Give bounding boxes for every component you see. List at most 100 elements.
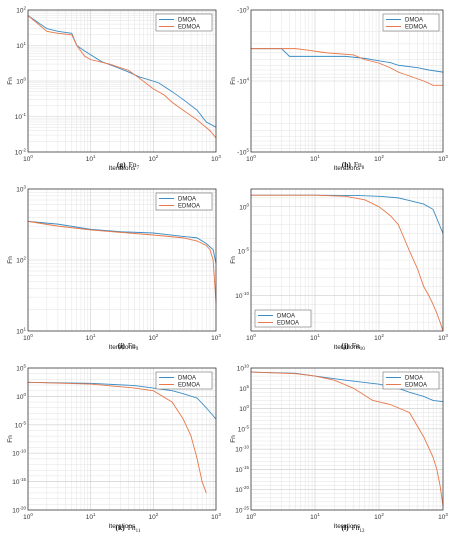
y-tick-label: -104 bbox=[237, 77, 249, 86]
panel-function-index: 7 bbox=[137, 166, 140, 171]
legend-label-dmoa: DMOA bbox=[405, 18, 423, 24]
y-axis-label: Fn bbox=[230, 435, 237, 443]
data-point-dmoa bbox=[289, 56, 290, 57]
data-point-edmoa bbox=[209, 130, 211, 131]
x-tick-label: 100 bbox=[23, 333, 33, 342]
x-tick-label: 103 bbox=[211, 333, 221, 342]
panel-function-index: 10 bbox=[360, 347, 366, 352]
panel-letter: (h) bbox=[342, 160, 352, 169]
x-tick-label: 103 bbox=[438, 512, 448, 521]
data-point-edmoa bbox=[295, 48, 297, 49]
data-point-edmoa bbox=[389, 215, 391, 216]
data-point-dmoa bbox=[423, 203, 425, 205]
data-point-edmoa bbox=[90, 59, 91, 60]
data-point-edmoa bbox=[109, 63, 110, 65]
legend-label-dmoa: DMOA bbox=[405, 376, 423, 382]
legend-label-edmoa: EDMOA bbox=[405, 25, 427, 31]
data-point-dmoa bbox=[134, 385, 135, 386]
data-point-dmoa bbox=[182, 236, 184, 237]
data-point-edmoa bbox=[423, 80, 425, 82]
data-point-edmoa bbox=[153, 234, 154, 236]
data-point-edmoa bbox=[212, 259, 214, 261]
chart-panel-4: 100 101 102 10310-1010-5100IterationsFnDMOA… bbox=[230, 188, 448, 352]
data-point-dmoa bbox=[378, 196, 380, 197]
legend-label-dmoa: DMOA bbox=[277, 314, 295, 320]
data-point-edmoa bbox=[409, 75, 410, 77]
y-tick-label: 10-10 bbox=[12, 449, 26, 458]
plot-area bbox=[251, 368, 443, 510]
y-tick-label: 100 bbox=[16, 392, 26, 401]
y-tick-label: -105 bbox=[237, 148, 249, 157]
y-tick-label: 10-5 bbox=[15, 420, 27, 429]
y-tick-label: -103 bbox=[237, 6, 249, 15]
legend-label-dmoa: DMOA bbox=[178, 376, 196, 382]
data-point-edmoa bbox=[76, 45, 78, 46]
x-tick-label: 101 bbox=[310, 154, 320, 163]
x-tick-label: 102 bbox=[374, 512, 384, 521]
y-tick-label: 100 bbox=[239, 202, 249, 211]
data-point-edmoa bbox=[153, 88, 154, 90]
y-tick-label: 10-10 bbox=[235, 445, 249, 454]
data-point-dmoa bbox=[84, 50, 85, 52]
data-point-edmoa bbox=[409, 250, 410, 252]
panel-caption: (h) Fn8 bbox=[342, 160, 365, 171]
panel-caption: (k) Fn11 bbox=[116, 523, 141, 534]
data-point-edmoa bbox=[171, 401, 173, 403]
data-point-edmoa bbox=[134, 387, 135, 389]
data-point-dmoa bbox=[57, 31, 59, 32]
data-point-edmoa bbox=[333, 379, 335, 381]
y-tick-label: 10-2 bbox=[15, 148, 27, 157]
panel-function-name: Fn bbox=[129, 160, 137, 169]
data-point-dmoa bbox=[139, 76, 140, 78]
series-line-dmoa bbox=[27, 15, 217, 128]
data-point-edmoa bbox=[432, 304, 434, 305]
x-tick-label: 100 bbox=[246, 154, 256, 163]
data-point-edmoa bbox=[46, 31, 48, 32]
y-tick-label: 100 bbox=[16, 77, 26, 86]
x-tick-label: 103 bbox=[438, 333, 448, 342]
chart-panel-1: 100 101 102 10310-210-1100101102IterationsF… bbox=[7, 6, 221, 173]
axes-frame bbox=[27, 188, 217, 332]
data-point-dmoa bbox=[120, 231, 121, 233]
panel-letter: (i) bbox=[118, 341, 126, 350]
x-tick-label: 103 bbox=[211, 512, 221, 521]
data-point-dmoa bbox=[432, 400, 434, 401]
data-point-edmoa bbox=[196, 458, 198, 460]
data-point-edmoa bbox=[439, 485, 441, 486]
data-point-dmoa bbox=[196, 237, 198, 239]
series-line-dmoa bbox=[27, 220, 217, 264]
data-point-edmoa bbox=[182, 237, 184, 239]
y-tick-label: 10-15 bbox=[235, 465, 249, 474]
x-tick-label: 101 bbox=[310, 512, 320, 521]
panel-function-index: 12 bbox=[360, 529, 366, 534]
y-tick-label: 101 bbox=[16, 327, 26, 336]
data-point-dmoa bbox=[157, 82, 159, 83]
chart-panel-5: 100 101 102 103 10-20 10-15 10-10 10-5 100 105 Ite… bbox=[7, 364, 221, 535]
chart-panel-6: 100 101 102 103 10-25 10-20 10-15 10-10 10-5 100 1… bbox=[230, 364, 448, 535]
data-point-dmoa bbox=[115, 66, 116, 68]
y-axis-label: Fn bbox=[230, 77, 237, 85]
y-tick-label: 1010 bbox=[237, 364, 250, 373]
data-point-edmoa bbox=[378, 206, 380, 208]
chart-panel-3: 100 101 102 103101102103IterationsFnDMOAEDM… bbox=[7, 185, 221, 353]
data-point-dmoa bbox=[196, 109, 198, 111]
panel-function-index: 11 bbox=[136, 529, 141, 534]
x-tick-label: 101 bbox=[86, 333, 96, 342]
data-point-edmoa bbox=[57, 225, 59, 227]
data-point-dmoa bbox=[389, 62, 391, 63]
panel-caption: (i) Fn9 bbox=[118, 341, 139, 352]
data-point-edmoa bbox=[428, 295, 430, 296]
data-point-edmoa bbox=[389, 404, 391, 405]
data-point-edmoa bbox=[325, 52, 327, 54]
x-axis-label: Iterations bbox=[109, 523, 136, 530]
data-point-dmoa bbox=[364, 58, 366, 59]
data-point-edmoa bbox=[182, 418, 184, 420]
data-point-dmoa bbox=[378, 60, 380, 62]
data-point-edmoa bbox=[409, 412, 410, 413]
y-tick-label: 105 bbox=[239, 384, 249, 393]
data-point-edmoa bbox=[295, 373, 297, 374]
data-point-edmoa bbox=[353, 54, 354, 56]
